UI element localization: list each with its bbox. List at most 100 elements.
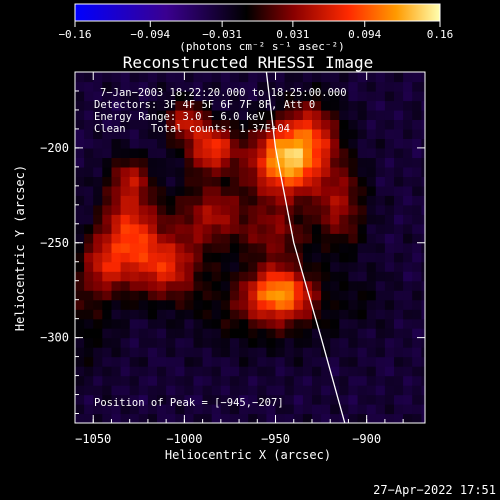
heatmap-cell: [384, 252, 395, 263]
heatmap-cell: [266, 138, 277, 149]
heatmap-cell: [366, 280, 377, 291]
heatmap-cell: [421, 109, 425, 120]
heatmap-cell: [220, 91, 231, 102]
heatmap-cell: [229, 72, 240, 83]
heatmap-cell: [111, 166, 122, 177]
heatmap-cell: [147, 138, 158, 149]
heatmap-cell: [102, 347, 112, 358]
heatmap-cell: [421, 138, 425, 149]
heatmap-cell: [111, 128, 122, 139]
heatmap-cell: [375, 375, 386, 386]
heatmap-cell: [138, 100, 149, 111]
heatmap-cell: [220, 223, 231, 234]
heatmap-cell: [357, 195, 368, 206]
heatmap-cell: [75, 214, 85, 225]
heatmap-cell: [375, 280, 386, 291]
heatmap-cell: [302, 290, 313, 301]
heatmap-cell: [93, 166, 103, 177]
heatmap-cell: [302, 166, 313, 177]
heatmap-cell: [312, 366, 322, 377]
heatmap-cell: [394, 147, 404, 158]
heatmap-cell: [366, 233, 377, 244]
heatmap-cell: [93, 214, 103, 225]
heatmap-cell: [357, 233, 368, 244]
heatmap-cell: [284, 176, 295, 187]
heatmap-cell: [193, 166, 204, 177]
heatmap-cell: [403, 261, 413, 272]
heatmap-cell: [366, 309, 377, 320]
heatmap-cell: [348, 128, 359, 139]
heatmap-cell: [175, 299, 185, 310]
heatmap-cell: [421, 147, 425, 158]
heatmap-cell: [147, 81, 158, 92]
heatmap-cell: [147, 261, 158, 272]
heatmap-cell: [321, 233, 331, 244]
heatmap-cell: [357, 347, 368, 358]
heatmap-cell: [75, 223, 85, 234]
heatmap-cell: [229, 299, 240, 310]
heatmap-cell: [220, 356, 231, 367]
heatmap-cell: [375, 119, 386, 130]
heatmap-cell: [193, 100, 204, 111]
heatmap-cell: [138, 242, 149, 253]
heatmap-cell: [375, 404, 386, 415]
heatmap-cell: [111, 375, 122, 386]
heatmap-cell: [93, 299, 103, 310]
heatmap-cell: [102, 337, 112, 348]
annotation-detectors: Detectors: 3F 4F 5F 6F 7F 8F, Att 0: [94, 99, 315, 111]
heatmap-cell: [284, 185, 295, 196]
heatmap-cell: [275, 309, 286, 320]
heatmap-cell: [403, 356, 413, 367]
heatmap-cell: [93, 394, 103, 405]
heatmap-cell: [284, 261, 295, 272]
heatmap-cell: [366, 147, 377, 158]
heatmap-cell: [84, 309, 94, 320]
heatmap-cell: [129, 318, 140, 329]
heatmap-cell: [111, 261, 122, 272]
heatmap-cell: [184, 413, 195, 423]
heatmap-cell: [330, 299, 340, 310]
heatmap-cell: [275, 252, 286, 263]
heatmap-cell: [403, 204, 413, 215]
heatmap-cell: [357, 252, 368, 263]
heatmap-cell: [339, 204, 349, 215]
heatmap-cell: [166, 223, 176, 234]
heatmap-cell: [120, 147, 131, 158]
heatmap-cell: [357, 366, 368, 377]
heatmap-cell: [184, 157, 195, 168]
heatmap-cell: [394, 72, 404, 83]
heatmap-cell: [348, 157, 359, 168]
heatmap-cell: [138, 72, 149, 83]
heatmap-cell: [302, 347, 313, 358]
heatmap-cell: [284, 309, 295, 320]
heatmap-cell: [111, 242, 122, 253]
heatmap-cell: [421, 81, 425, 92]
heatmap-cell: [75, 299, 85, 310]
heatmap-cell: [211, 176, 222, 187]
heatmap-cell: [366, 81, 377, 92]
heatmap-cell: [93, 204, 103, 215]
heatmap-cell: [157, 138, 167, 149]
heatmap-cell: [275, 318, 286, 329]
heatmap-cell: [293, 100, 304, 111]
heatmap-cell: [147, 100, 158, 111]
heatmap-cell: [394, 385, 404, 396]
colorbar-tick-label: −0.16: [58, 28, 91, 41]
heatmap-cell: [147, 233, 158, 244]
heatmap-cell: [193, 299, 204, 310]
heatmap-cell: [239, 337, 249, 348]
heatmap-cell: [366, 204, 377, 215]
heatmap-cell: [275, 394, 286, 405]
heatmap-cell: [366, 394, 377, 405]
heatmap-cell: [166, 100, 176, 111]
heatmap-cell: [84, 261, 94, 272]
heatmap-cell: [275, 91, 286, 102]
y-tick-label: −200: [40, 141, 69, 155]
heatmap-cell: [266, 309, 277, 320]
heatmap-cell: [166, 204, 176, 215]
heatmap-cell: [157, 119, 167, 130]
heatmap-cell: [220, 119, 231, 130]
heatmap-cell: [248, 252, 258, 263]
heatmap-cell: [293, 366, 304, 377]
heatmap-cell: [138, 299, 149, 310]
